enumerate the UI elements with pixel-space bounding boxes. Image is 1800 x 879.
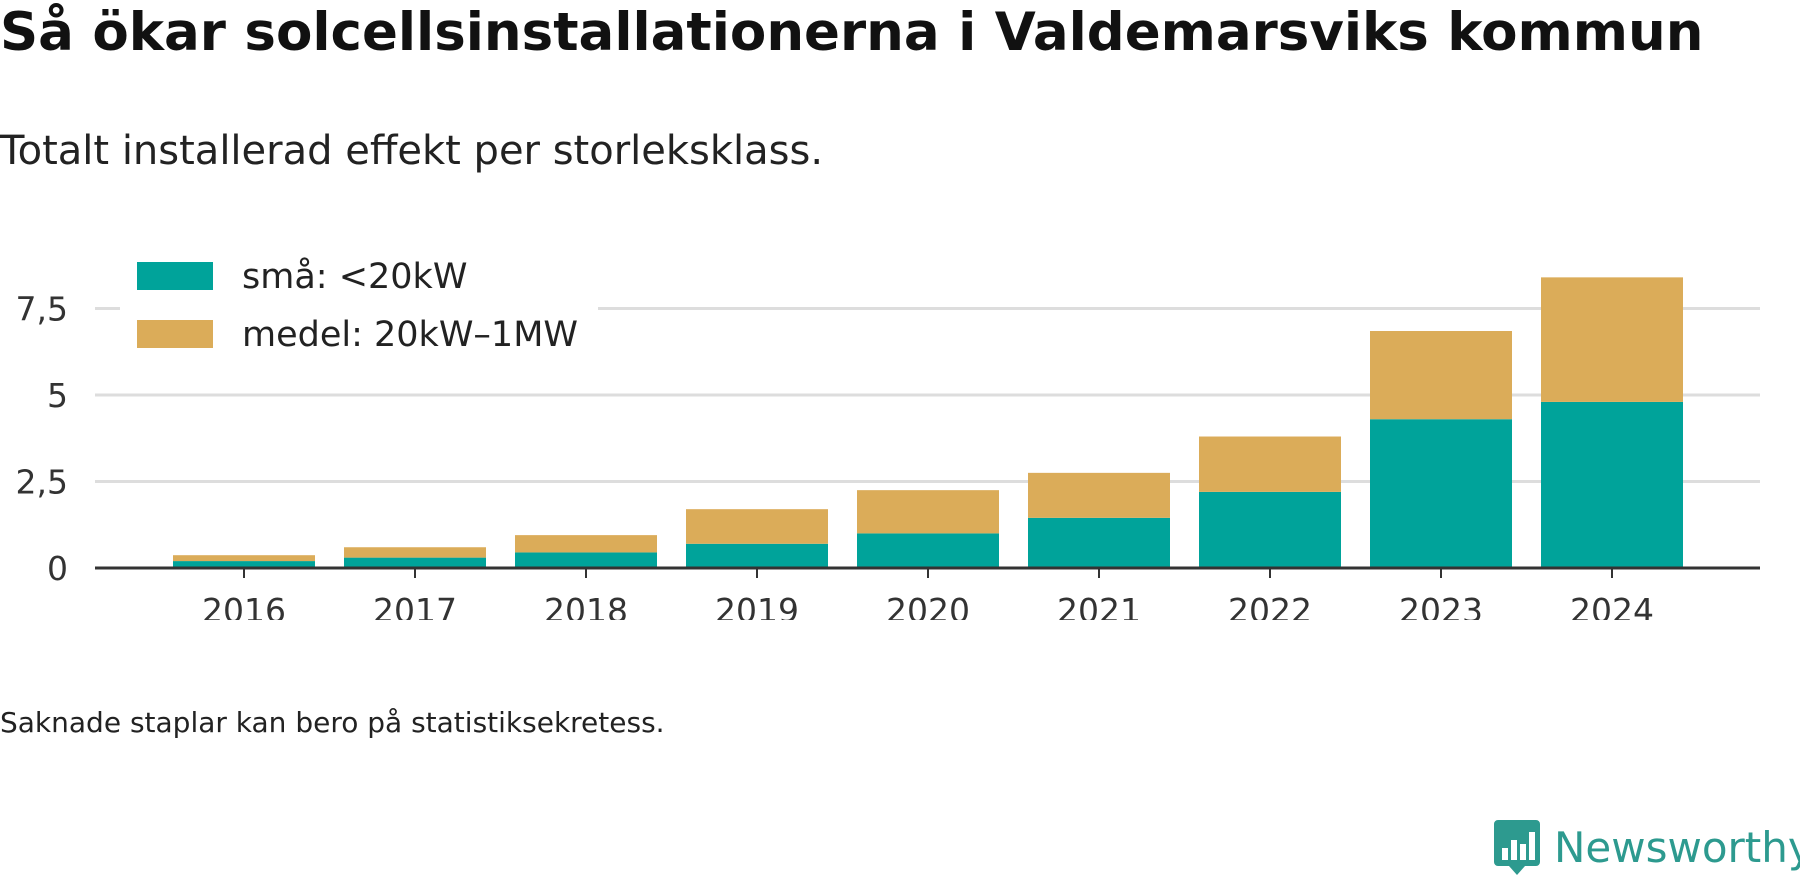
bar-medel <box>1541 277 1683 402</box>
legend-label: medel: 20kW–1MW <box>242 315 578 355</box>
y-tick-label: 0 <box>47 549 68 588</box>
x-tick-label: 2017 <box>373 591 457 620</box>
bar-medel <box>686 509 828 544</box>
x-tick-label: 2021 <box>1057 591 1141 620</box>
y-tick-label: 2,5 <box>16 463 68 502</box>
bar-sma <box>686 543 828 568</box>
legend-label: små: <20kW <box>242 256 467 297</box>
brand-name: Newsworthy <box>1554 822 1800 872</box>
stacked-bar-chart: 0 2,5 5 7,5 2016 2017 2018 2019 2020 2021 2022 2023… <box>16 240 1760 620</box>
x-tick-label: 2024 <box>1570 591 1654 620</box>
x-tick-label: 2016 <box>202 591 286 620</box>
bar-sma <box>344 557 486 568</box>
x-tick-label: 2019 <box>715 591 799 620</box>
x-tick-label: 2023 <box>1399 591 1483 620</box>
bar-sma <box>1541 401 1683 568</box>
bar-sma <box>173 561 315 568</box>
bar-sma <box>857 533 999 568</box>
x-tick-label: 2018 <box>544 591 628 620</box>
bar-sma <box>1370 419 1512 568</box>
bar-medel <box>173 555 315 562</box>
x-tick-label: 2022 <box>1228 591 1312 620</box>
newsworthy-logo-icon <box>1494 820 1540 875</box>
y-tick-label: 5 <box>47 376 68 415</box>
y-tick-label: 7,5 <box>16 290 68 329</box>
legend-swatch-sma <box>137 262 213 290</box>
legend-swatch-medel <box>137 320 213 348</box>
bar-sma <box>515 552 657 568</box>
bar-medel <box>515 535 657 553</box>
bar-medel <box>1028 472 1170 518</box>
bar-sma <box>1199 491 1341 568</box>
bar-medel <box>857 490 999 534</box>
bar-medel <box>344 547 486 558</box>
bar-medel <box>1370 330 1512 420</box>
footnote: Saknade staplar kan bero på statistiksek… <box>0 706 665 739</box>
bar-sma <box>1028 517 1170 568</box>
bar-medel <box>1199 436 1341 492</box>
chart-title: Så ökar solcellsinstallationerna i Valde… <box>0 2 1704 63</box>
chart-subtitle: Totalt installerad effekt per storlekskl… <box>0 128 824 174</box>
x-tick-label: 2020 <box>886 591 970 620</box>
brand-logo: Newsworthy <box>1492 818 1800 876</box>
